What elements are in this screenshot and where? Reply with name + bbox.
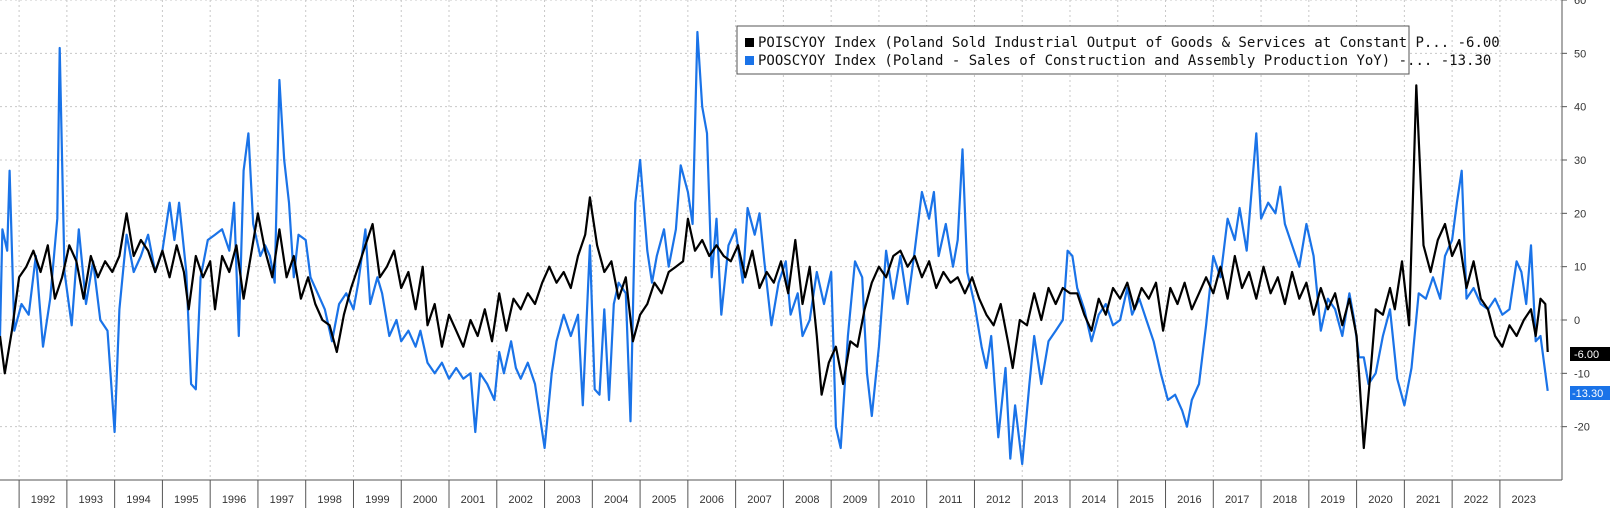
legend-swatch-blue	[745, 56, 754, 65]
x-tick-label: 2011	[939, 494, 963, 506]
legend-label-pooscyoy: POOSCYOY Index (Poland - Sales of Constr…	[758, 53, 1491, 69]
x-tick-label: 1998	[317, 494, 341, 506]
x-tick-label: 2003	[556, 494, 580, 506]
x-tick-label: 2021	[1416, 494, 1440, 506]
y-tick-label: -10	[1574, 368, 1590, 380]
y-tick-label: 50	[1574, 48, 1586, 60]
x-tick-label: 1999	[365, 494, 389, 506]
x-tick-label: 1995	[174, 494, 198, 506]
y-tick-label: -20	[1574, 422, 1590, 434]
y-tick-label: 10	[1574, 262, 1586, 274]
x-tick-label: 2010	[891, 494, 915, 506]
last-value-black-box	[1570, 347, 1610, 361]
x-tick-label: 2013	[1034, 494, 1058, 506]
x-tick-label: 1997	[270, 494, 294, 506]
x-tick-label: 1993	[79, 494, 103, 506]
x-tick-label: 1994	[126, 494, 150, 506]
gridlines	[0, 0, 1562, 480]
x-tick-label: 2014	[1082, 494, 1106, 506]
series-layer	[0, 30, 1549, 466]
x-tick-label: 2004	[604, 494, 628, 506]
x-tick-label: 2022	[1464, 494, 1488, 506]
x-tick-label: 2018	[1273, 494, 1297, 506]
x-tick-label: 2019	[1320, 494, 1344, 506]
last-value-black: -6.00	[1570, 347, 1610, 361]
legend-box	[736, 25, 1410, 75]
x-tick-label: 2012	[986, 494, 1010, 506]
x-tick-label: 2015	[1129, 494, 1153, 506]
y-tick-label: 20	[1574, 208, 1586, 220]
x-tick-label: 2008	[795, 494, 819, 506]
x-tick-label: 2002	[508, 494, 532, 506]
x-tick-label: 2006	[699, 494, 723, 506]
x-tick-label: 2017	[1225, 494, 1249, 506]
last-value-black-label: -6.00	[1574, 349, 1599, 361]
series-line-poiscyoy	[0, 84, 1549, 450]
x-tick-label: 2005	[652, 494, 676, 506]
x-tick-label: 2009	[843, 494, 867, 506]
y-tick-label: 0	[1574, 315, 1580, 327]
y-tick-label: 40	[1574, 102, 1586, 114]
last-value-blue: -13.30	[1570, 386, 1610, 400]
legend-label-poiscyoy: POISCYOY Index (Poland Sold Industrial O…	[758, 35, 1500, 51]
x-tick-label: 2001	[461, 494, 485, 506]
x-tick-label: 1992	[31, 494, 55, 506]
x-tick-label: 2020	[1368, 494, 1392, 506]
y-tick-label: 60	[1574, 0, 1586, 7]
legend-swatch-black	[745, 38, 754, 47]
last-value-blue-box	[1570, 386, 1610, 400]
x-tick-label: 2023	[1512, 494, 1536, 506]
x-tick-label: 2016	[1177, 494, 1201, 506]
y-tick-label: 30	[1574, 155, 1586, 167]
series-line-pooscyoy	[0, 30, 1549, 466]
legend: POISCYOY Index (Poland Sold Industrial O…	[736, 25, 1500, 75]
x-tick-label: 1996	[222, 494, 246, 506]
last-value-blue-label: -13.30	[1572, 388, 1603, 400]
x-tick-label: 2007	[747, 494, 771, 506]
x-tick-label: 2000	[413, 494, 437, 506]
